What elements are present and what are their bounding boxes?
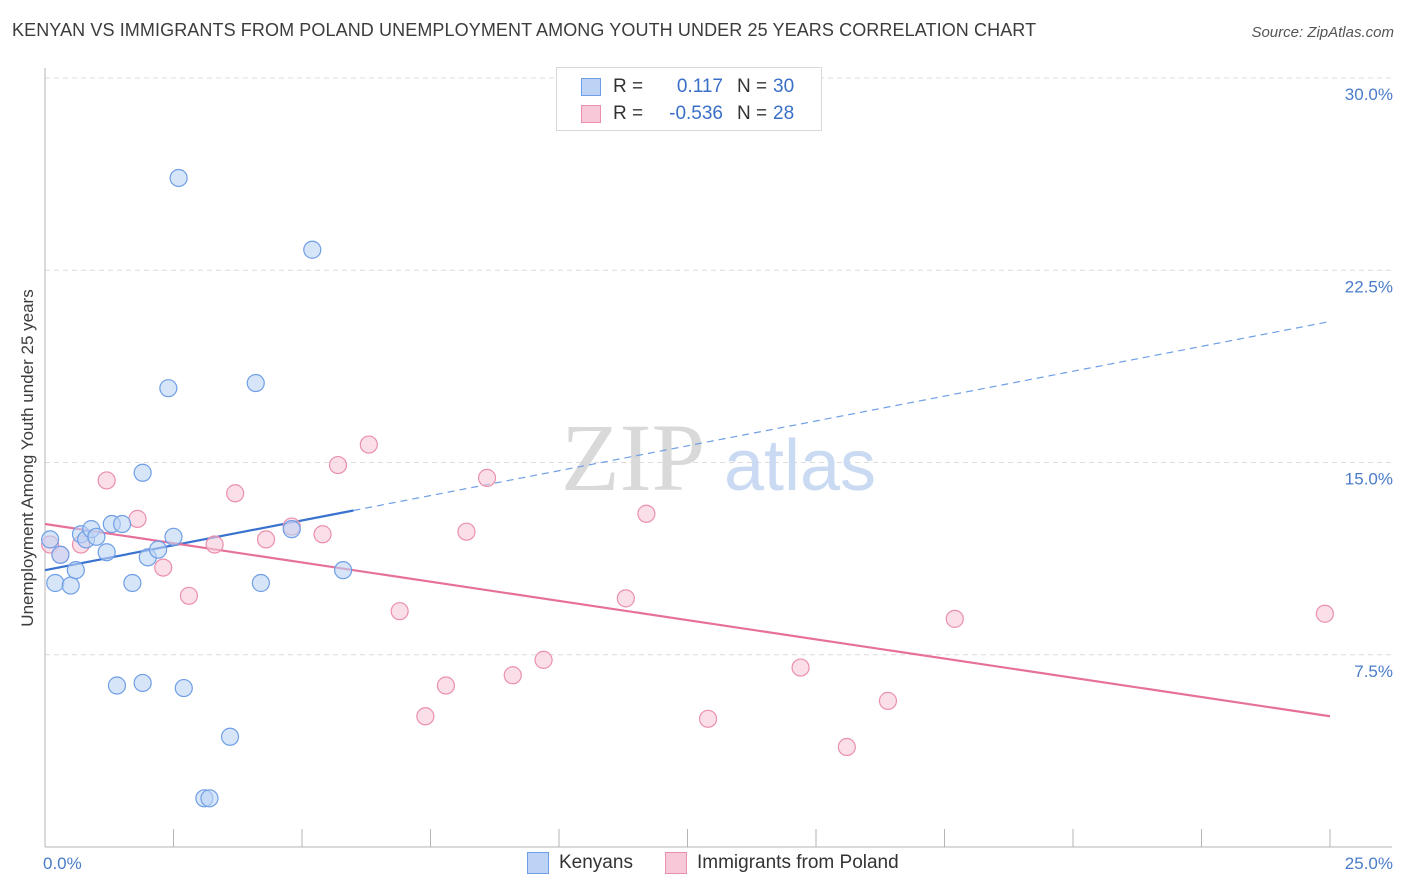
point-poland [359, 435, 378, 454]
legend-swatch-poland [581, 105, 601, 123]
series-legend: Kenyans Immigrants from Poland [0, 852, 1406, 878]
y-tick-label: 30.0% [1345, 85, 1393, 104]
point-kenyans [159, 379, 178, 398]
watermark-atlas: atlas [724, 426, 876, 506]
legend-label-kenyans: Kenyans [559, 852, 633, 873]
legend-n-value: 28 [773, 103, 795, 124]
point-kenyans [51, 545, 70, 564]
point-kenyans [200, 789, 219, 808]
legend-item-poland[interactable]: Immigrants from Poland [665, 852, 899, 874]
point-poland [390, 602, 409, 621]
legend-swatch-kenyans [581, 78, 601, 96]
point-kenyans [164, 527, 183, 546]
point-poland [226, 484, 245, 503]
point-poland [97, 471, 116, 490]
point-poland [256, 530, 276, 549]
point-kenyans [46, 573, 65, 593]
point-poland [477, 468, 497, 487]
point-poland [837, 737, 856, 757]
point-poland [503, 666, 522, 685]
point-kenyans [87, 527, 106, 546]
point-poland [328, 455, 348, 475]
point-kenyans [334, 561, 353, 580]
point-poland [128, 509, 147, 528]
legend-label-poland: Immigrants from Poland [697, 852, 899, 873]
axes [44, 68, 1392, 848]
axis-labels: 7.5% 15.0% 22.5% 30.0% 0.0% 25.0% Unemployment… [18, 85, 1393, 873]
y-axis-title: Unemployment Among Youth under 25 years [18, 289, 37, 626]
legend-swatch-kenyans [527, 852, 549, 874]
point-poland [534, 650, 553, 669]
point-poland [313, 525, 332, 544]
watermark: ZIP atlas [561, 404, 876, 511]
point-kenyans [97, 543, 116, 562]
x-tick-label: 0.0% [43, 854, 82, 873]
point-poland [436, 676, 456, 695]
point-poland [616, 589, 635, 608]
grid-lines [45, 77, 1392, 656]
point-kenyans [174, 678, 193, 698]
y-tick-label: 22.5% [1345, 277, 1393, 296]
legend-swatch-poland [665, 852, 687, 874]
legend-r-label: R = [613, 103, 644, 124]
point-poland [457, 522, 476, 541]
point-poland [205, 535, 224, 554]
legend-n-label: N = [737, 76, 768, 97]
legend-n-label: N = [737, 103, 768, 124]
y-tick-label: 7.5% [1354, 662, 1393, 681]
point-kenyans [133, 673, 152, 693]
point-kenyans [169, 168, 188, 188]
point-poland [154, 558, 173, 577]
point-poland [791, 658, 810, 677]
point-kenyans [282, 520, 301, 539]
point-poland [878, 691, 898, 710]
legend-row-poland: R = -0.536 N = 28 [581, 101, 794, 127]
trend-line-poland [44, 522, 1331, 718]
legend-r-label: R = [613, 76, 644, 97]
legend-item-kenyans[interactable]: Kenyans [527, 852, 633, 874]
chart-title: KENYAN VS IMMIGRANTS FROM POLAND UNEMPLO… [12, 20, 1037, 40]
y-tick-label: 15.0% [1345, 470, 1393, 489]
point-kenyans [66, 561, 85, 580]
point-kenyans [107, 676, 127, 695]
point-poland [179, 586, 199, 605]
x-tick-label: 25.0% [1345, 854, 1393, 873]
point-kenyans [251, 573, 270, 593]
point-poland [637, 504, 656, 523]
point-kenyans [133, 463, 152, 482]
legend-r-value: -0.536 [669, 103, 723, 124]
trend-lines [44, 320, 1331, 718]
point-poland [698, 709, 718, 728]
point-poland [945, 609, 964, 628]
point-kenyans [303, 240, 322, 259]
point-kenyans [41, 530, 60, 549]
legend-n-value: 30 [773, 76, 795, 97]
legend-row-kenyans: R = 0.117 N = 30 [581, 74, 794, 100]
point-kenyans [123, 573, 142, 593]
point-poland [416, 707, 435, 726]
trend-line-kenyans [44, 509, 354, 572]
point-kenyans [112, 514, 132, 534]
point-poland [1315, 604, 1334, 623]
stats-legend: R = 0.117 N = 30 R = -0.536 N = 28 [556, 67, 822, 131]
data-points [41, 168, 1334, 808]
point-kenyans [220, 727, 240, 746]
trend-line-kenyans-extension [353, 320, 1331, 512]
point-kenyans [148, 540, 168, 559]
point-kenyans [61, 576, 80, 595]
watermark-zip: ZIP [561, 404, 705, 511]
legend-r-value: 0.117 [676, 76, 723, 97]
source-label: Source: ZipAtlas.com [1251, 24, 1394, 41]
point-kenyans [246, 373, 265, 393]
